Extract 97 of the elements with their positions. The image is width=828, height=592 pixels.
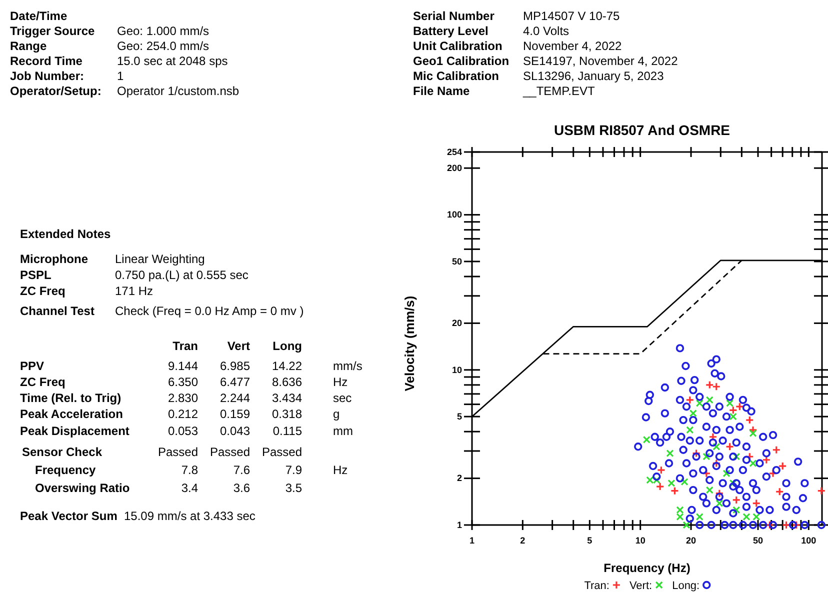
y-tick-label: 50	[452, 256, 462, 266]
text: Mic Calibration	[413, 69, 500, 83]
text: 6.985	[220, 359, 250, 373]
text: Frequency	[35, 463, 96, 477]
text: Operator/Setup:	[10, 84, 102, 98]
text: Operator 1/custom.nsb	[117, 84, 240, 98]
x-tick-label: 50	[752, 535, 764, 546]
text: Job Number:	[10, 69, 84, 83]
legend-label: Vert:	[629, 580, 652, 592]
text: Serial Number	[413, 9, 495, 23]
text: Sensor Check	[22, 445, 102, 459]
text: Passed	[262, 445, 302, 459]
y-tick-label: 1	[456, 520, 462, 530]
x-tick-label: 1	[469, 535, 475, 546]
text: 2.244	[220, 391, 250, 405]
text: Extended Notes	[20, 227, 112, 241]
text: Check (Freq = 0.0 Hz Amp = 0 mv )	[115, 304, 304, 318]
text: Geo: 254.0 mm/s	[117, 39, 210, 53]
text: Peak Vector Sum	[20, 509, 118, 523]
text: 0.159	[220, 407, 250, 421]
text: Date/Time	[10, 9, 68, 23]
text: Passed	[210, 445, 250, 459]
text: 0.053	[168, 424, 198, 438]
text: Peak Acceleration	[20, 407, 123, 421]
text: sec	[333, 391, 352, 405]
text: 2.830	[168, 391, 198, 405]
text: SL13296, January 5, 2023	[523, 69, 664, 83]
text: SE14197, November 4, 2022	[523, 54, 678, 68]
text: Tran	[172, 339, 198, 353]
x-tick-label: 2	[520, 535, 526, 546]
text: 8.636	[272, 375, 302, 389]
text: mm	[333, 424, 353, 438]
text: Time (Rel. to Trig)	[20, 391, 122, 405]
text: 6.477	[220, 375, 250, 389]
text: PPV	[20, 359, 44, 373]
y-tick-label: 200	[446, 162, 462, 173]
text: Vert	[227, 339, 250, 353]
text: 0.115	[272, 424, 302, 438]
text: File Name	[413, 84, 470, 98]
y-tick-label: 20	[452, 318, 462, 328]
y-tick-label: 5	[456, 411, 462, 422]
text: 0.318	[272, 407, 302, 421]
y-tick-label: 2	[456, 473, 462, 484]
x-tick-label: 100	[801, 535, 816, 546]
text: Overswing Ratio	[35, 481, 130, 495]
text: Range	[10, 39, 47, 53]
x-tick-label: 5	[587, 535, 592, 546]
text: Record Time	[10, 54, 83, 68]
text: 3.434	[272, 391, 302, 405]
text: 3.6	[233, 481, 250, 495]
text: Long	[272, 339, 302, 353]
text: __TEMP.EVT	[522, 84, 596, 98]
text: 3.5	[285, 481, 302, 495]
text: Peak Displacement	[20, 424, 130, 438]
text: PSPL	[20, 268, 52, 282]
text: Geo1 Calibration	[413, 54, 510, 68]
text: Battery Level	[413, 24, 488, 38]
text: MP14507 V 10-75	[523, 9, 620, 23]
text: Passed	[158, 445, 198, 459]
text: 0.750 pa.(L) at 0.555 sec	[115, 268, 248, 282]
y-tick-label: 10	[452, 364, 462, 375]
legend-label: Long:	[672, 580, 700, 592]
text: 4.0 Volts	[523, 24, 570, 38]
text: 3.4	[181, 481, 198, 495]
y-axis-title: Velocity (mm/s)	[402, 296, 417, 392]
text: November 4, 2022	[523, 39, 622, 53]
text: 15.09 mm/s at 3.433 sec	[124, 509, 256, 523]
text: Trigger Source	[10, 24, 96, 38]
text: 171 Hz	[115, 284, 154, 298]
text: Geo: 1.000 mm/s	[117, 24, 210, 38]
text: 14.22	[272, 359, 302, 373]
text: mm/s	[333, 359, 362, 373]
text: Unit Calibration	[413, 39, 502, 53]
legend-label: Tran:	[584, 580, 610, 592]
text: 7.8	[181, 463, 198, 477]
x-tick-label: 10	[635, 535, 646, 546]
text: 7.9	[285, 463, 302, 477]
text: Microphone	[20, 252, 88, 266]
x-axis-title: Frequency (Hz)	[604, 561, 690, 575]
text: 7.6	[233, 463, 250, 477]
text: 1	[117, 69, 124, 83]
text: 9.144	[168, 359, 198, 373]
text: Linear Weighting	[115, 252, 205, 266]
chart-title: USBM RI8507 And OSMRE	[554, 122, 730, 138]
x-tick-label: 20	[686, 535, 696, 546]
y-tick-label: 100	[446, 210, 462, 220]
text: Hz	[333, 463, 348, 477]
text: Hz	[333, 375, 348, 389]
text: 0.043	[220, 424, 250, 438]
text: g	[333, 407, 340, 421]
y-tick-label: 254	[446, 146, 462, 157]
text: 0.212	[168, 407, 198, 421]
text: ZC Freq	[20, 284, 66, 298]
text: 6.350	[168, 375, 198, 389]
text: ZC Freq	[20, 375, 66, 389]
text: 15.0 sec at 2048 sps	[117, 54, 228, 68]
text: Channel Test	[20, 304, 94, 318]
